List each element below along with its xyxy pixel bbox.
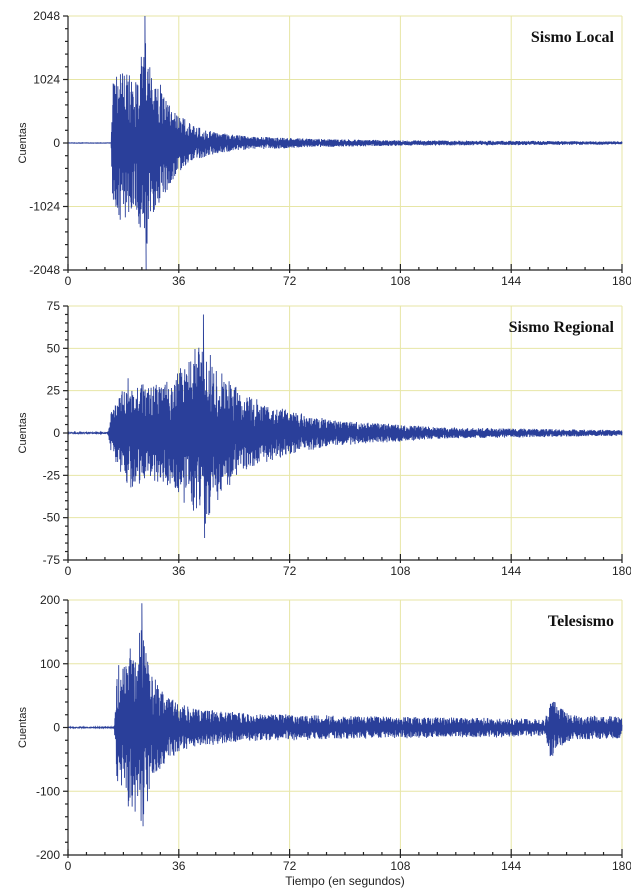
y-tick-label: -25	[43, 468, 61, 482]
x-tick-label: 0	[65, 859, 72, 873]
y-tick-label: 75	[47, 299, 61, 313]
panel-sismo-local: 2048 1024 0 -1024 -2048 0 36 72 108 144 180 Cuentas…	[17, 9, 631, 288]
x-tick-label: 144	[501, 274, 521, 288]
x-tick-label: 144	[501, 859, 521, 873]
x-tick-label: 0	[65, 274, 72, 288]
x-tick-label: 0	[65, 564, 72, 578]
y-tick-label: 25	[47, 384, 61, 398]
waveform-trace	[67, 15, 623, 271]
x-tick-label: 36	[172, 859, 186, 873]
x-tick-label: 36	[172, 274, 186, 288]
x-tick-label: 180	[612, 859, 631, 873]
x-tick-label: 108	[390, 564, 410, 578]
x-tick-label: 108	[390, 859, 410, 873]
y-tick-label: 1024	[33, 73, 60, 87]
chart-title: Sismo Local	[531, 29, 615, 46]
x-tick-label: 72	[283, 859, 297, 873]
y-tick-label: -1024	[29, 200, 60, 214]
x-tick-label: 144	[501, 564, 521, 578]
panel-telesismo: 200 100 0 -100 -200 0 36 72 108 144 180 Cuentas Tele…	[17, 593, 631, 888]
x-tick-label: 108	[390, 274, 410, 288]
panel-sismo-regional: 75 50 25 0 -25 -50 -75 0 36 72 108 144 180 Cuentas Sis…	[17, 299, 631, 578]
y-tick-label: 50	[47, 341, 61, 355]
x-tick-label: 72	[283, 564, 297, 578]
waveform-trace	[67, 603, 623, 827]
x-tick-label: 180	[612, 564, 631, 578]
x-tick-label: 72	[283, 274, 297, 288]
x-axis-label: Tiempo (en segundos)	[285, 874, 405, 888]
y-axis-label: Cuentas	[17, 707, 29, 748]
y-axis-label: Cuentas	[17, 412, 29, 453]
y-tick-label: 100	[40, 657, 60, 671]
y-tick-label: -50	[43, 511, 61, 525]
waveform-trace	[67, 314, 623, 538]
x-tick-label: 180	[612, 274, 631, 288]
chart-title: Telesismo	[548, 613, 614, 630]
y-tick-label: -100	[36, 784, 60, 798]
y-tick-label: -200	[36, 848, 60, 862]
chart-title: Sismo Regional	[509, 319, 615, 336]
y-tick-label: 0	[53, 136, 60, 150]
y-tick-label: -2048	[29, 263, 60, 277]
y-axis-label: Cuentas	[17, 122, 29, 163]
y-tick-label: -75	[43, 553, 61, 567]
x-tick-label: 36	[172, 564, 186, 578]
y-tick-label: 2048	[33, 9, 60, 23]
y-tick-label: 0	[53, 426, 60, 440]
y-tick-label: 200	[40, 593, 60, 607]
y-tick-label: 0	[53, 721, 60, 735]
